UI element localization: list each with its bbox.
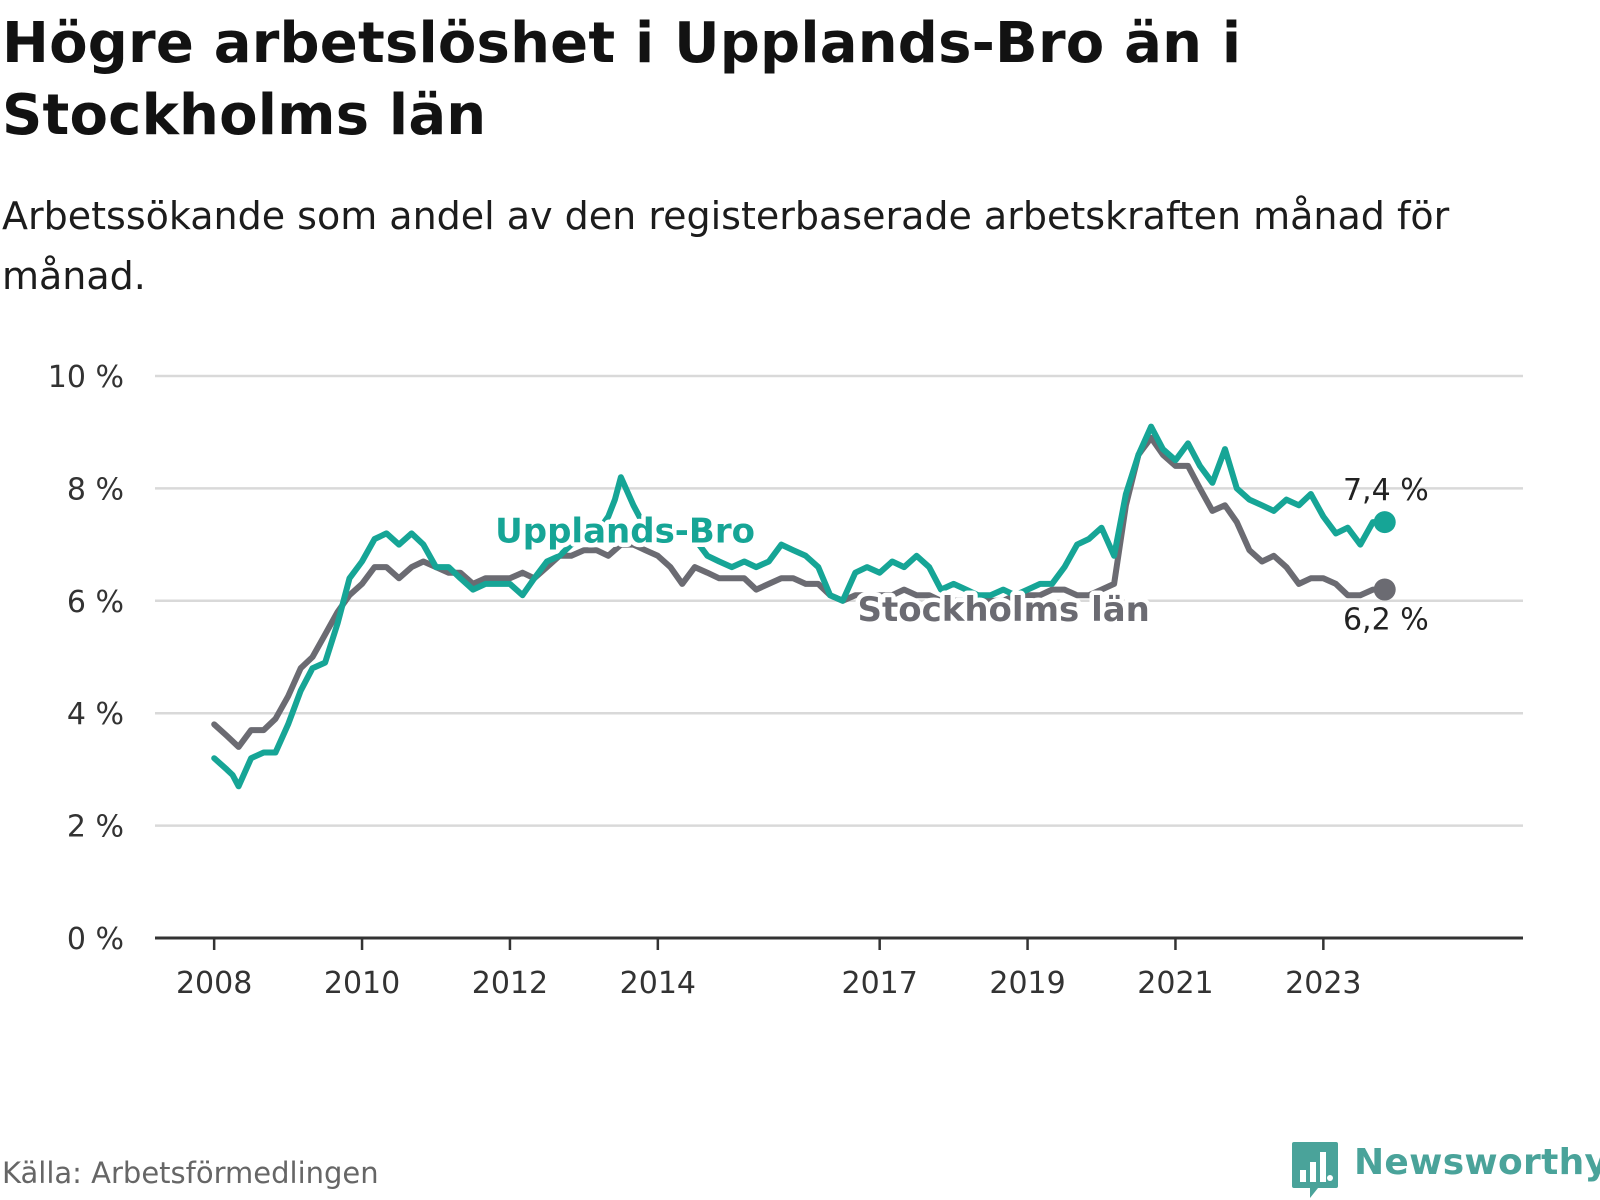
chart-title: Högre arbetslöshet i Upplands-Bro än i S… <box>2 11 1242 148</box>
y-tick-label: 8 % <box>67 472 124 507</box>
brand-logo[interactable]: Newsworthy <box>1290 1140 1600 1200</box>
end-point-marker <box>1373 511 1396 534</box>
y-tick-label: 6 % <box>67 585 124 620</box>
end-value-label: 7,4 % <box>1343 473 1429 508</box>
series-line-upplands-bro <box>211 423 1388 790</box>
series-line-stockholms-län <box>211 434 1388 750</box>
series-labels: 7,4 %6,2 %Upplands-BroUpplands-BroStockh… <box>491 473 1429 638</box>
newsworthy-icon <box>1292 1142 1338 1198</box>
x-tick-label: 2021 <box>1137 966 1213 1001</box>
series-name-label: Upplands-Bro <box>495 512 755 552</box>
series-lines <box>211 423 1388 790</box>
series-name-label-halo: Stockholms län <box>857 590 1149 630</box>
line-chart: 0 % 2 % 4 % 6 % 8 % 10 % 2008 2010 2012 2014 2017 2… <box>48 360 1523 1001</box>
chart-subtitle: Arbetssökande som andel av den registerb… <box>2 194 1450 298</box>
x-tick-label: 2014 <box>620 966 696 1001</box>
y-tick-label: 2 % <box>67 810 124 845</box>
series-name-label: Stockholms län <box>857 590 1149 630</box>
x-tick-label: 2010 <box>324 966 400 1001</box>
x-tick-label: 2023 <box>1285 966 1361 1001</box>
end-point-marker <box>1373 578 1396 601</box>
brand-name: Newsworthy <box>1354 1142 1600 1183</box>
y-tick-label: 0 % <box>67 922 124 957</box>
x-tick-label: 2017 <box>841 966 917 1001</box>
y-tick-label: 10 % <box>48 360 124 395</box>
y-tick-label: 4 % <box>67 697 124 732</box>
x-tick-label: 2019 <box>989 966 1065 1001</box>
series-name-label-halo: Upplands-Bro <box>495 512 755 552</box>
source-note: Källa: Arbetsförmedlingen <box>2 1156 379 1190</box>
axes: 0 % 2 % 4 % 6 % 8 % 10 % 2008 2010 2012 2014 2017 2… <box>48 360 1523 1001</box>
end-value-label: 6,2 % <box>1343 603 1429 638</box>
x-tick-label: 2012 <box>472 966 548 1001</box>
x-tick-label: 2008 <box>176 966 252 1001</box>
